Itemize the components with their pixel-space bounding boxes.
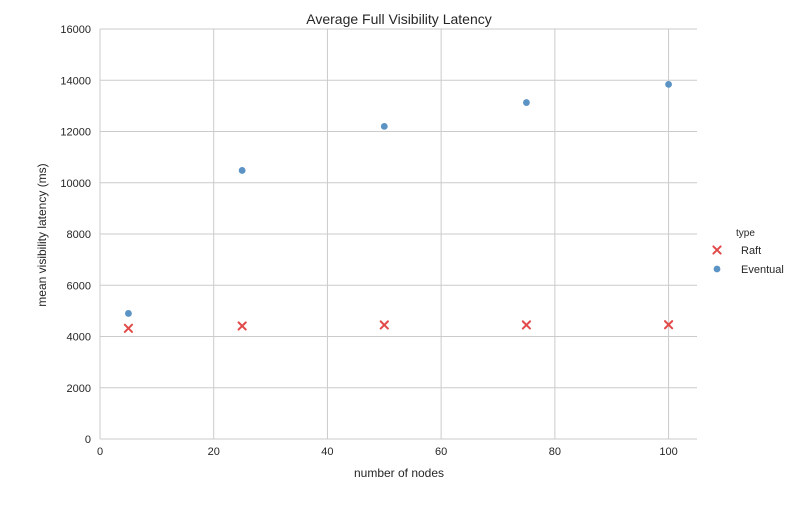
raft-point	[521, 320, 532, 330]
eventual-point	[523, 99, 530, 106]
grid-lines	[99, 28, 697, 440]
raft-point	[379, 320, 389, 330]
y-tick-label: 16000	[60, 24, 91, 36]
legend-item-eventual: Eventual	[713, 264, 784, 276]
x-tick-label: 0	[97, 446, 103, 458]
legend-items: Raft Eventual	[712, 245, 784, 276]
raft-point	[123, 323, 134, 333]
legend-title: type	[736, 228, 755, 239]
x-tick-label: 100	[659, 446, 677, 458]
x-tick-label: 20	[208, 446, 220, 458]
y-tick-label: 14000	[60, 75, 91, 87]
y-tick-label: 8000	[67, 229, 91, 241]
tick-labels: 0 2000 4000 6000 8000 10000 12000 14000 16000 0 20…	[60, 24, 677, 458]
eventual-point	[238, 167, 246, 174]
legend: type Raft Eventual	[712, 228, 784, 276]
eventual-point	[380, 122, 388, 130]
y-tick-label: 10000	[60, 178, 91, 190]
y-tick-label: 4000	[67, 332, 91, 344]
x-tick-label: 60	[435, 446, 447, 458]
legend-label-raft: Raft	[741, 245, 761, 257]
y-tick-label: 0	[85, 434, 91, 446]
x-tick-label: 40	[321, 446, 333, 458]
eventual-point	[665, 80, 672, 88]
y-tick-label: 2000	[67, 383, 91, 395]
eventual-point	[125, 310, 132, 317]
chart-title: Average Full Visibility Latency	[306, 11, 491, 27]
legend-item-raft: Raft	[712, 245, 761, 257]
x-tick-label: 80	[549, 446, 561, 458]
data-points	[123, 80, 674, 333]
y-tick-label: 6000	[67, 280, 91, 292]
x-axis-label: number of nodes	[354, 466, 444, 480]
legend-marker-eventual	[713, 265, 721, 273]
legend-marker-raft	[712, 245, 722, 255]
y-tick-label: 12000	[60, 127, 91, 139]
y-axis-label: mean visibility latency (ms)	[35, 163, 49, 306]
raft-point	[237, 321, 247, 331]
legend-label-eventual: Eventual	[741, 264, 784, 276]
raft-point	[663, 320, 674, 330]
